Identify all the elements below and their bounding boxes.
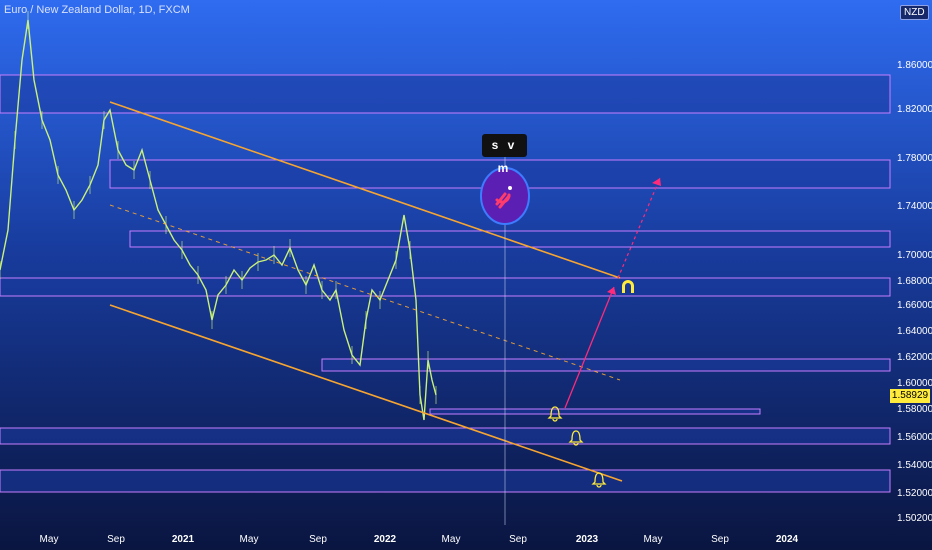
zone-rect[interactable] (321, 358, 891, 372)
price-axis-label: 1.82000 (897, 104, 932, 115)
projection-arrowhead (607, 287, 616, 295)
price-axis-label: 1.60000 (897, 378, 932, 389)
time-axis-label: 2022 (374, 534, 397, 545)
time-axis-label: Sep (509, 534, 527, 545)
bell-icon[interactable] (591, 472, 607, 488)
time-axis-label: Sep (107, 534, 125, 545)
time-axis-label: Sep (711, 534, 729, 545)
zone-rect[interactable] (0, 469, 891, 493)
time-axis-label: May (442, 534, 461, 545)
price-axis-label: 1.66000 (897, 300, 932, 311)
time-axis-label: May (40, 534, 59, 545)
price-series (0, 11, 437, 421)
time-axis-label: 2024 (776, 534, 799, 545)
price-axis-label: 1.68000 (897, 276, 932, 287)
price-axis-label: 1.50200 (897, 513, 932, 524)
projection-arrow[interactable] (564, 286, 615, 409)
chart-title: Euro / New Zealand Dollar, 1D, FXCM (4, 4, 190, 16)
channel-mid-line[interactable] (109, 204, 621, 381)
svm-badge: s v m (482, 134, 527, 175)
zone-rect[interactable] (129, 230, 891, 248)
zone-rect[interactable] (0, 74, 891, 114)
zone-rect[interactable] (429, 408, 761, 415)
price-axis-label: 1.64000 (897, 326, 932, 337)
time-axis[interactable]: May Sep 2021 May Sep 2022 May Sep 2023 May Sep 2024 (40, 534, 799, 545)
channel-upper-line[interactable] (109, 101, 621, 279)
projection-arrowhead-dotted (652, 178, 661, 186)
currency-badge[interactable]: NZD (900, 5, 929, 20)
time-axis-label: May (240, 534, 259, 545)
price-axis-label: 1.56000 (897, 432, 932, 443)
zone-rect[interactable] (0, 277, 891, 297)
time-axis-label: 2021 (172, 534, 195, 545)
price-axis-label: 1.62000 (897, 352, 932, 363)
bell-icon[interactable] (568, 430, 584, 446)
magnet-logo (480, 167, 530, 225)
channel-lower-line[interactable] (109, 304, 623, 482)
price-axis-label: 1.78000 (897, 153, 932, 164)
price-axis-label: 1.54000 (897, 460, 932, 471)
price-axis-label: 1.52000 (897, 488, 932, 499)
time-axis-label: Sep (309, 534, 327, 545)
price-axis-label: 1.86000 (897, 60, 932, 71)
price-axis-label: 1.58000 (897, 404, 932, 415)
magnet-icon[interactable] (622, 280, 634, 293)
bell-icon[interactable] (547, 406, 563, 422)
current-price-label: 1.58929 (890, 389, 930, 403)
price-axis-label: 1.74000 (897, 201, 932, 212)
price-axis-label: 1.70000 (897, 250, 932, 261)
zone-rect[interactable] (0, 427, 891, 445)
price-axis[interactable]: 1.86000 1.82000 1.78000 1.74000 1.70000 1.680… (897, 60, 932, 524)
supply-demand-zones (0, 74, 891, 493)
time-axis-label: May (644, 534, 663, 545)
projection-arrow-dotted[interactable] (617, 177, 661, 279)
time-axis-label: 2023 (576, 534, 599, 545)
